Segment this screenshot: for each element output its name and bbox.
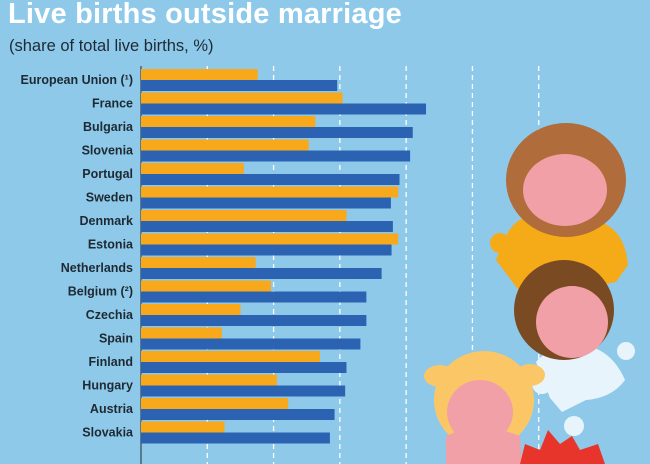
bar-orange-9	[141, 280, 271, 292]
bar-orange-4	[141, 163, 244, 174]
bar-orange-10	[141, 304, 241, 315]
category-labels: European Union (¹) France Bulgaria Slovenia…	[21, 73, 135, 440]
category-label: Czechia	[86, 308, 134, 322]
bar-blue-11	[141, 338, 361, 350]
blonde-girl-illustration	[424, 351, 545, 464]
category-label: Denmark	[80, 214, 134, 228]
bars	[141, 69, 427, 444]
bar-orange-0	[141, 69, 258, 80]
children-illustration	[424, 123, 635, 464]
bar-orange-2	[141, 116, 316, 127]
category-label: Belgium (²)	[68, 285, 133, 299]
red-hair-illustration	[520, 430, 605, 464]
bar-orange-13	[141, 374, 277, 386]
bar-orange-12	[141, 351, 320, 362]
category-label: Spain	[99, 332, 133, 346]
bar-orange-14	[141, 398, 289, 409]
chart-title: Live births outside marriage	[8, 0, 402, 30]
category-label: European Union (¹)	[21, 73, 134, 87]
category-label: Slovenia	[82, 144, 134, 158]
bar-orange-8	[141, 257, 256, 268]
bar-orange-11	[141, 327, 222, 339]
bar-blue-12	[141, 362, 347, 373]
category-label: Slovakia	[82, 426, 134, 440]
bar-blue-5	[141, 197, 391, 209]
bar-blue-15	[141, 432, 330, 444]
category-label: Austria	[90, 402, 134, 416]
bar-blue-1	[141, 103, 427, 115]
bar-blue-2	[141, 127, 413, 138]
bar-blue-0	[141, 80, 338, 91]
bar-blue-8	[141, 268, 382, 279]
chart-subtitle: (share of total live births, %)	[9, 37, 214, 55]
bar-blue-7	[141, 244, 392, 256]
bar-orange-15	[141, 421, 225, 433]
bar-blue-10	[141, 315, 367, 326]
category-label: Netherlands	[61, 261, 133, 275]
bar-orange-6	[141, 210, 347, 221]
category-label: France	[92, 97, 133, 111]
bar-blue-3	[141, 150, 411, 162]
bar-blue-13	[141, 385, 346, 397]
bar-orange-7	[141, 233, 399, 245]
bar-blue-4	[141, 174, 400, 185]
bar-blue-9	[141, 291, 367, 303]
bar-orange-3	[141, 139, 309, 151]
category-label: Estonia	[88, 238, 134, 252]
bar-orange-5	[141, 186, 399, 198]
category-label: Hungary	[82, 379, 133, 393]
category-label: Finland	[89, 355, 133, 369]
bar-orange-1	[141, 92, 343, 104]
boy-illustration	[514, 260, 635, 436]
category-label: Portugal	[82, 167, 133, 181]
bar-blue-6	[141, 221, 393, 232]
category-label: Sweden	[86, 191, 133, 205]
bar-blue-14	[141, 409, 335, 420]
category-label: Bulgaria	[83, 120, 134, 134]
